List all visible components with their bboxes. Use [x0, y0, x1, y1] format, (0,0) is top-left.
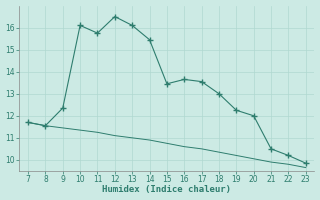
X-axis label: Humidex (Indice chaleur): Humidex (Indice chaleur)	[102, 185, 231, 194]
